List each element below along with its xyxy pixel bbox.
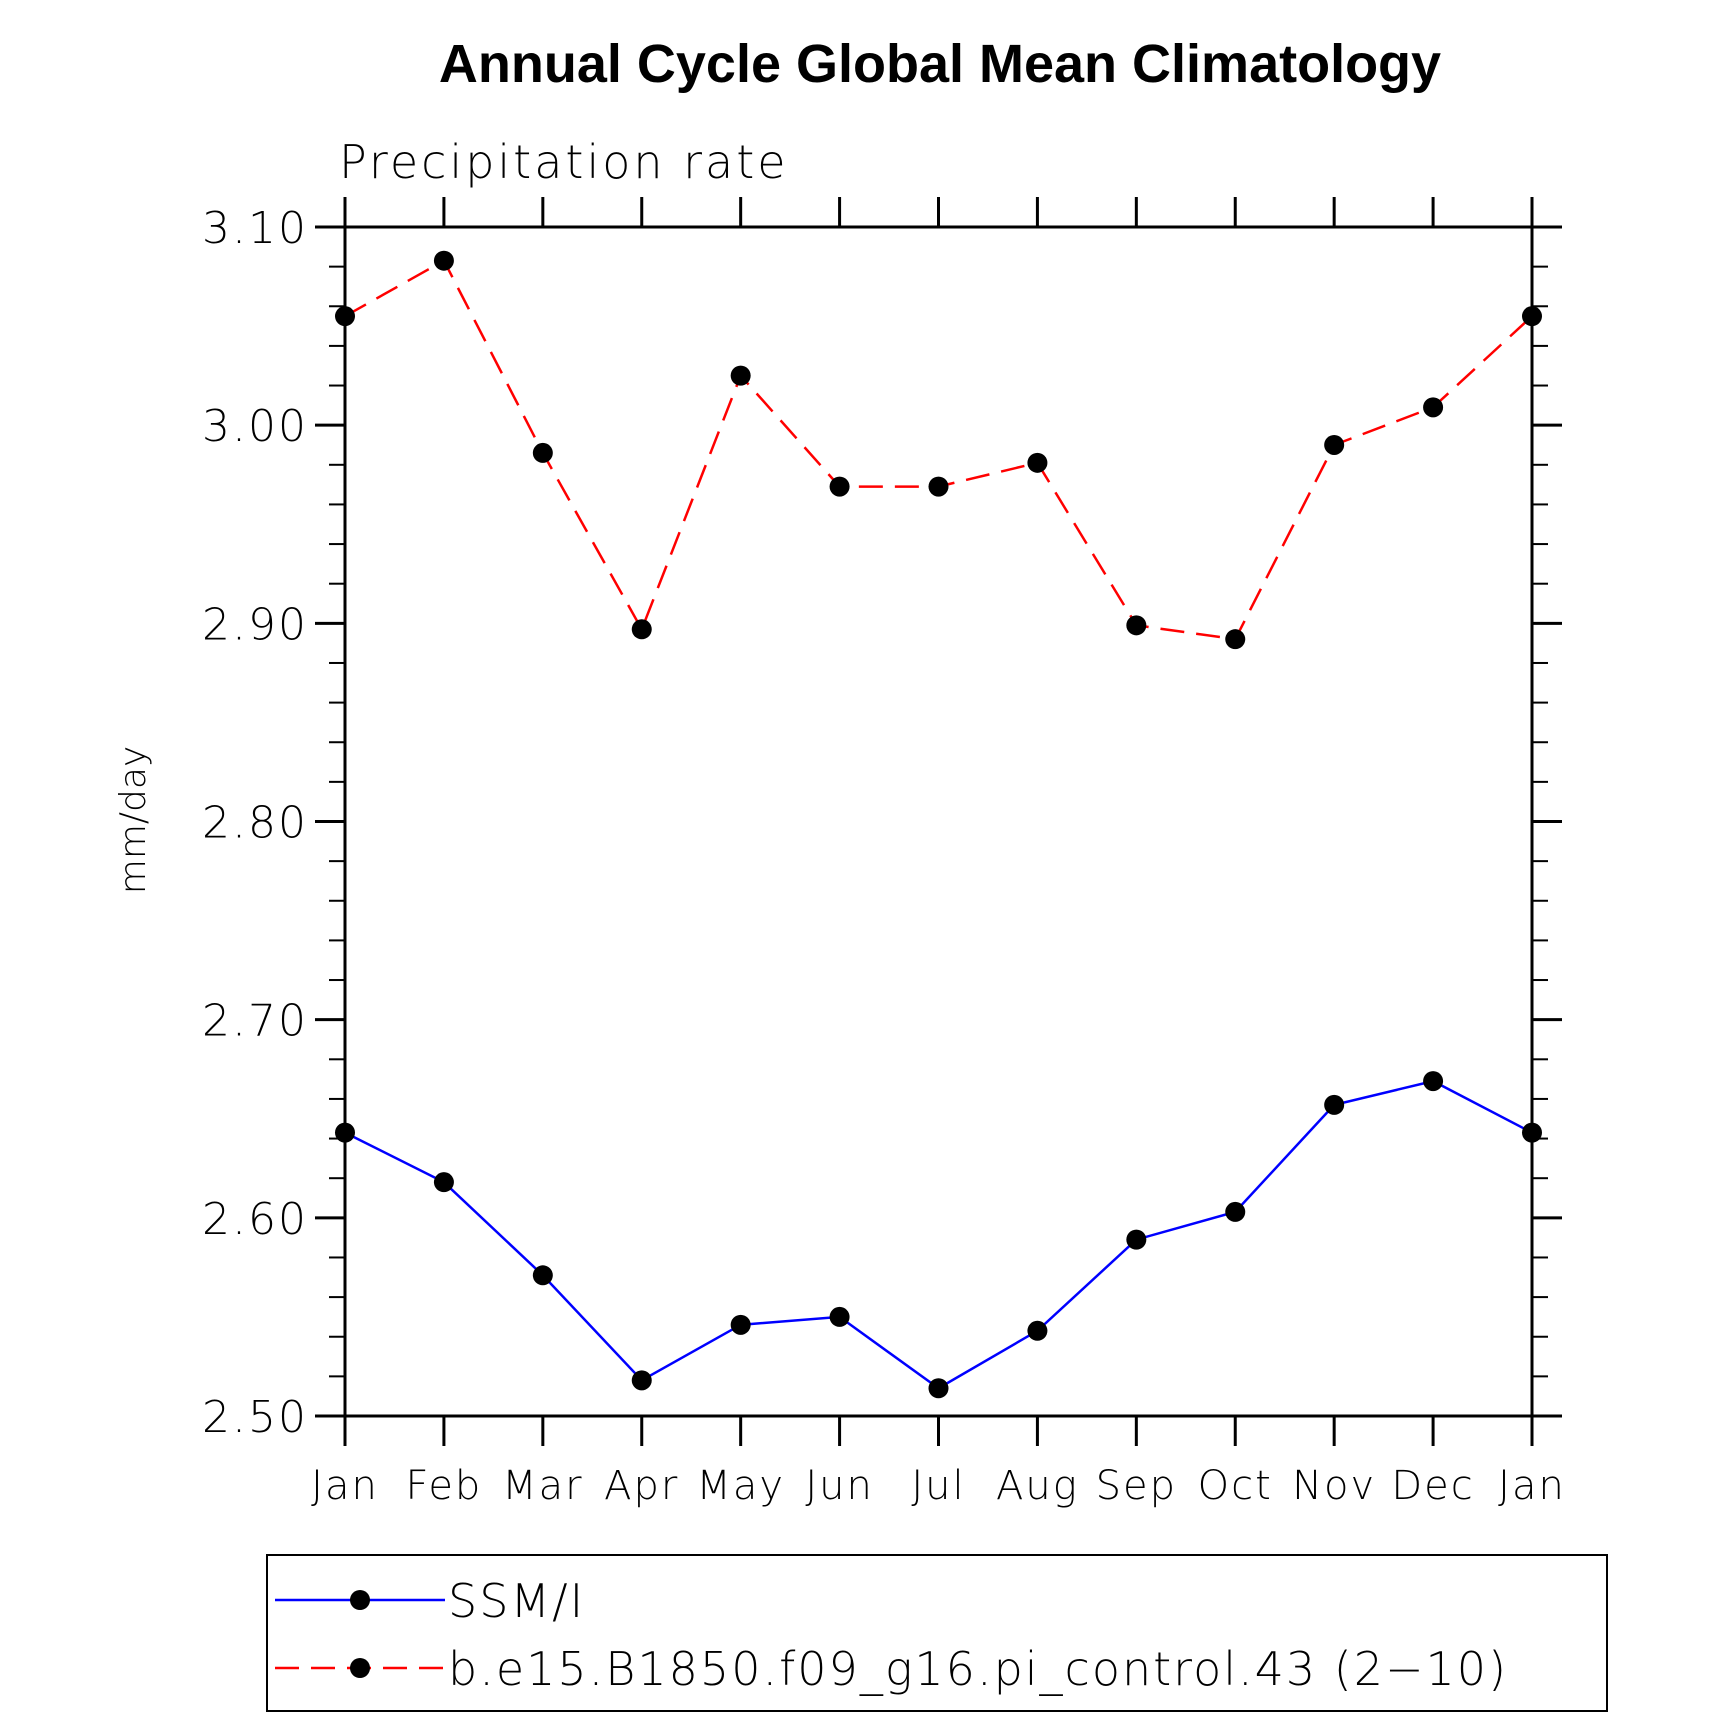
data-point [1423,1071,1444,1092]
data-point [1522,1122,1542,1143]
data-point [433,1172,454,1193]
x-tick-label: Nov [1292,1463,1376,1509]
x-tick-label: Feb [406,1463,483,1509]
x-tick-label: Jun [805,1463,874,1509]
data-point [532,1265,553,1286]
y-axis-label: mm/day [113,746,154,894]
data-point [1225,629,1246,650]
data-point [1126,1229,1147,1250]
series-group [335,1071,1542,1399]
data-point [532,442,553,463]
data-point [928,476,949,497]
data-point [829,476,850,497]
y-tick-label: 3.10 [202,203,308,254]
x-tick-label: Apr [604,1463,679,1509]
legend-box [266,1554,1608,1712]
data-point [631,1370,652,1391]
data-point [433,250,454,271]
chart-subtitle: Precipitation rate [339,135,789,189]
x-tick-label: Oct [1198,1463,1273,1509]
series-layer [335,250,1542,1399]
y-tick-label: 2.70 [202,996,308,1047]
axes: 2.50 2.60 2.70 2.80 2.90 3.00 3.10 Jan Feb Mar Apr… [202,197,1566,1509]
legend-marker [350,1590,370,1610]
chart-title: Annual Cycle Global Mean Climatology [439,34,1441,94]
data-point [335,1122,355,1143]
x-tick-label: Dec [1391,1463,1474,1509]
data-point [335,306,355,327]
x-tick-label: Jul [911,1463,965,1509]
x-tick-label: Sep [1096,1463,1177,1509]
series-line [344,1079,1533,1390]
x-tick-label: Jan [1498,1463,1566,1509]
legend-marker [350,1658,370,1678]
data-point [1423,397,1444,418]
data-point [730,1314,751,1335]
data-point [829,1306,850,1327]
data-point [928,1378,949,1399]
data-point [730,365,751,386]
data-point [1522,306,1542,327]
data-point [1027,1320,1048,1341]
legend-label: b.e15.B1850.f09_g16.pi_control.43 (2−10) [448,1642,1508,1696]
series-group [335,250,1542,650]
y-tick-label: 2.60 [202,1194,308,1245]
y-tick-label: 2.80 [202,798,308,849]
data-point [631,619,652,640]
data-point [1027,452,1048,473]
legend: SSM/I b.e15.B1850.f09_g16.pi_control.43 (… [266,1554,1608,1712]
x-tick-label: Mar [502,1463,583,1509]
y-tick-label: 3.00 [202,401,308,452]
legend-label: SSM/I [448,1574,585,1628]
y-tick-label: 2.90 [202,599,308,650]
data-point [1324,1094,1345,1115]
data-point [1324,434,1345,455]
data-point [1225,1201,1246,1222]
y-tick-label: 2.50 [202,1392,308,1443]
data-point [1126,615,1147,636]
series-line [344,258,1533,641]
x-tick-label: Jan [311,1463,379,1509]
x-tick-label: Aug [996,1463,1079,1509]
x-tick-label: May [696,1463,785,1509]
